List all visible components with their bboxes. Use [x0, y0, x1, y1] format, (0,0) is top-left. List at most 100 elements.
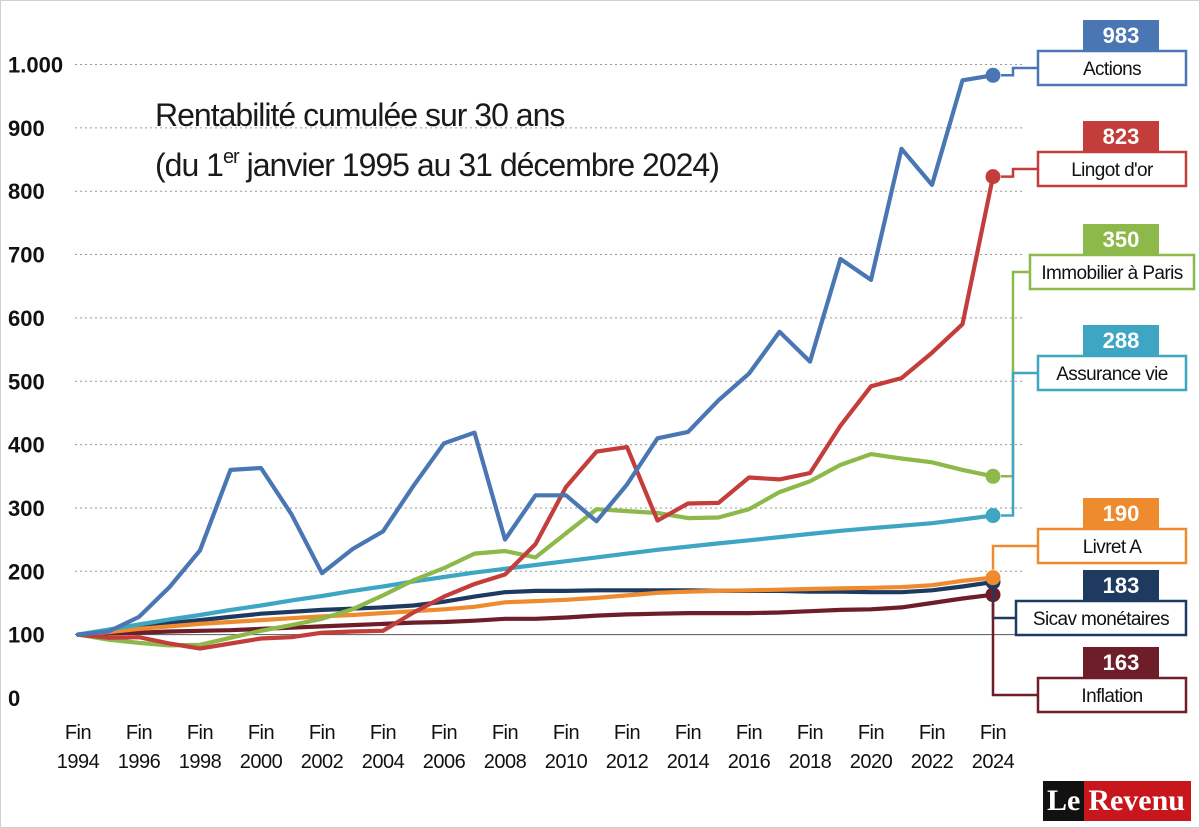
value-badge-sicav-monetaires	[1083, 570, 1159, 600]
name-text-sicav-monetaires: Sicav monétaires	[1033, 609, 1169, 630]
series-line-lingot-d-or	[75, 174, 996, 651]
end-label-actions: 983 Actions	[1001, 20, 1188, 87]
y-tick-label: 700	[8, 243, 45, 268]
x-tick-label-year: 2012	[606, 751, 649, 773]
value-text-actions: 983	[1103, 23, 1140, 48]
x-tick-label-year: 1994	[57, 751, 100, 773]
value-text-lingot-d-or: 823	[1103, 124, 1140, 149]
x-tick-label-top: Fin	[980, 722, 1006, 744]
series-line-sicav-monetaires	[75, 579, 996, 637]
x-tick-label-top: Fin	[858, 722, 884, 744]
y-tick-label: 500	[8, 369, 45, 394]
end-marker-lingot-d-or	[985, 169, 1001, 185]
x-tick-label-top: Fin	[736, 722, 762, 744]
name-box-inflation	[1036, 676, 1188, 714]
le-revenu-logo: Le Revenu	[1043, 781, 1191, 821]
end-label-sicav-monetaires: 183 Sicav monétaires	[991, 570, 1188, 637]
y-tick-label: 200	[8, 559, 45, 584]
name-box-actions	[1036, 49, 1188, 87]
value-text-sicav-monetaires: 183	[1103, 573, 1140, 598]
x-tick-label-top: Fin	[370, 722, 396, 744]
logo-revenu: Revenu	[1084, 781, 1191, 821]
y-tick-label: 100	[8, 623, 45, 648]
value-badge-inflation	[1083, 647, 1159, 677]
connector-inflation	[991, 602, 1038, 697]
value-badge-actions	[1083, 20, 1159, 50]
name-box-assurance-vie	[1036, 354, 1188, 392]
end-label-livret-a: 190 Livret A	[991, 498, 1188, 570]
x-tick-label-top: Fin	[675, 722, 701, 744]
x-tick-label-year: 2024	[972, 751, 1015, 773]
y-tick-label: 600	[8, 306, 45, 331]
end-marker-livret-a	[985, 570, 1001, 586]
y-tick-label: 400	[8, 433, 45, 458]
connector-livret-a	[991, 544, 1038, 570]
end-label-assurance-vie: 288 Assurance vie	[1001, 325, 1188, 517]
name-text-assurance-vie: Assurance vie	[1056, 364, 1168, 385]
name-box-immobilier-a-paris	[1028, 253, 1196, 291]
value-text-immobilier-a-paris: 350	[1103, 227, 1140, 252]
x-tick-label-year: 2018	[789, 751, 832, 773]
x-tick-label-top: Fin	[309, 722, 335, 744]
x-tick-label-year: 1998	[179, 751, 222, 773]
title-line-1: Rentabilité cumulée sur 30 ans	[155, 97, 564, 133]
series-line-assurance-vie	[75, 513, 996, 637]
x-tick-label-top: Fin	[431, 722, 457, 744]
x-tick-label-top: Fin	[614, 722, 640, 744]
x-tick-label-year: 2010	[545, 751, 588, 773]
chart-title: Rentabilité cumulée sur 30 ans (du 1er j…	[155, 97, 720, 183]
name-box-lingot-d-or	[1036, 150, 1188, 188]
x-tick-label-year: 2014	[667, 751, 710, 773]
name-text-livret-a: Livret A	[1083, 537, 1142, 558]
connector-assurance-vie	[1001, 371, 1038, 517]
series-lines	[75, 67, 1001, 651]
x-tick-label-top: Fin	[65, 722, 91, 744]
x-axis: Fin 1994 Fin 1996 Fin 1998 Fin 2000 Fin 2002 Fin 20…	[57, 722, 1015, 773]
value-text-assurance-vie: 288	[1103, 328, 1140, 353]
gridlines	[75, 64, 1025, 636]
name-text-inflation: Inflation	[1081, 686, 1142, 707]
name-text-actions: Actions	[1083, 59, 1141, 80]
series-line-inflation	[75, 592, 996, 637]
y-tick-label: 1.000	[8, 53, 63, 78]
x-tick-label-year: 2008	[484, 751, 527, 773]
x-tick-label-year: 1996	[118, 751, 161, 773]
end-labels: 983 Actions 823 Lingot d'or 350 Immobilier à …	[991, 20, 1196, 714]
name-text-immobilier-a-paris: Immobilier à Paris	[1041, 263, 1182, 284]
x-tick-label-top: Fin	[553, 722, 579, 744]
y-tick-label: 0	[8, 686, 20, 711]
y-tick-label: 300	[8, 496, 45, 521]
end-marker-assurance-vie	[985, 508, 1001, 524]
connector-actions	[1001, 66, 1038, 77]
title-line-2: (du 1er janvier 1995 au 31 décembre 2024…	[155, 146, 719, 183]
end-label-lingot-d-or: 823 Lingot d'or	[1001, 121, 1188, 188]
value-badge-assurance-vie	[1083, 325, 1159, 355]
series-line-immobilier-a-paris	[75, 452, 996, 648]
x-tick-label-year: 2000	[240, 751, 283, 773]
x-tick-label-year: 2006	[423, 751, 466, 773]
x-tick-label-top: Fin	[919, 722, 945, 744]
y-axis: 0 100 200 300 400 500 600 700 800 900 1.000	[8, 53, 63, 712]
series-line-livret-a	[75, 575, 996, 637]
name-box-livret-a	[1036, 527, 1188, 565]
x-tick-label-year: 2002	[301, 751, 344, 773]
y-tick-label: 900	[8, 116, 45, 141]
x-tick-label-year: 2004	[362, 751, 405, 773]
end-label-inflation: 163 Inflation	[991, 602, 1188, 714]
name-box-sicav-monetaires	[1014, 599, 1188, 637]
value-text-inflation: 163	[1103, 650, 1140, 675]
logo-le: Le	[1043, 781, 1085, 821]
y-tick-label: 800	[8, 179, 45, 204]
x-tick-label-top: Fin	[187, 722, 213, 744]
series-line-actions	[75, 73, 996, 637]
end-marker-actions	[985, 67, 1001, 83]
x-tick-label-top: Fin	[492, 722, 518, 744]
end-label-immobilier-a-paris: 350 Immobilier à Paris	[1001, 224, 1196, 478]
x-tick-label-year: 2016	[728, 751, 771, 773]
end-marker-immobilier-a-paris	[985, 468, 1001, 484]
value-badge-immobilier-a-paris	[1083, 224, 1159, 254]
value-badge-lingot-d-or	[1083, 121, 1159, 151]
value-text-livret-a: 190	[1103, 501, 1140, 526]
connector-lingot-d-or	[1001, 167, 1038, 178]
